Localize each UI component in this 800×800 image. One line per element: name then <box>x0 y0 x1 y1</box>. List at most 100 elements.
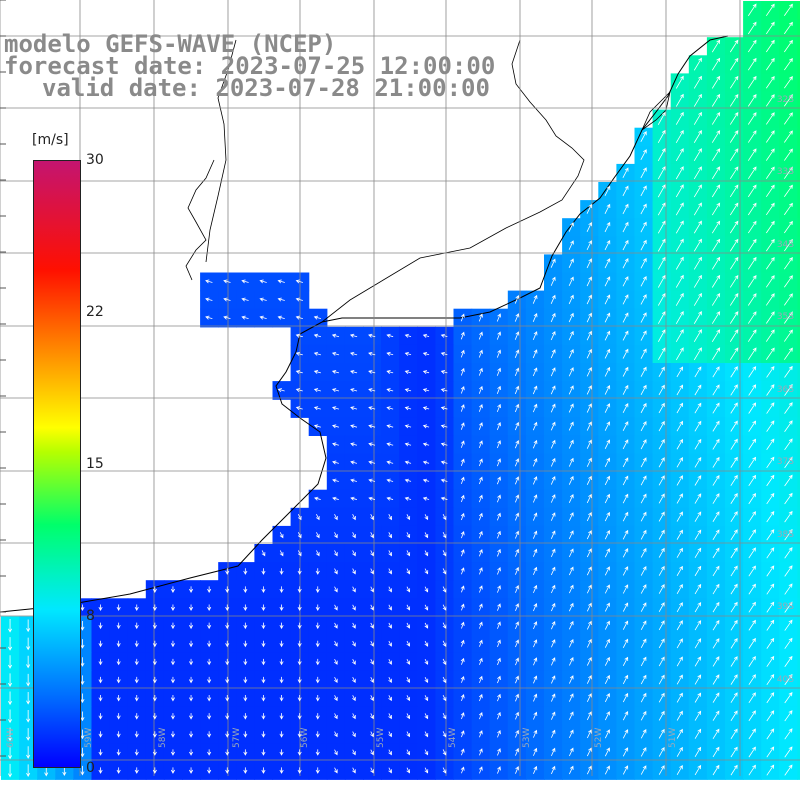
wind-arrow <box>712 583 720 595</box>
wind-arrow <box>568 276 574 287</box>
wind-arrow <box>784 619 793 631</box>
wind-speed-cell <box>743 525 762 545</box>
wind-arrow <box>568 348 574 359</box>
wind-arrow <box>225 658 230 666</box>
wind-arrow <box>730 764 738 776</box>
wind-speed-cell <box>670 163 690 183</box>
wind-speed-cell <box>761 182 780 201</box>
wind-speed-cell <box>706 562 726 581</box>
wind-arrow <box>440 496 448 501</box>
wind-arrow <box>478 657 483 665</box>
wind-arrow <box>748 710 756 722</box>
wind-arrow <box>225 713 230 720</box>
wind-arrow <box>783 238 793 252</box>
wind-arrow <box>515 621 520 630</box>
wind-arrow <box>712 366 720 378</box>
wind-arrow <box>622 529 629 540</box>
wind-arrow <box>694 565 702 577</box>
wind-arrow <box>586 693 592 702</box>
wind-arrow <box>315 586 320 593</box>
wind-arrow <box>729 166 739 180</box>
wind-speed-cell <box>797 616 800 636</box>
wind-speed-cell <box>797 544 800 563</box>
wind-speed-cell <box>688 435 708 455</box>
wind-arrow <box>586 548 592 558</box>
wind-arrow <box>261 731 266 738</box>
wind-arrow <box>515 639 520 648</box>
wind-speed-cell <box>743 145 762 165</box>
wind-speed-cell <box>616 652 636 672</box>
lon-label: 53W <box>522 727 532 748</box>
wind-speed-cell <box>743 55 762 74</box>
wind-arrow <box>315 550 320 557</box>
wind-arrow <box>586 638 592 648</box>
wind-arrow <box>622 421 629 432</box>
wind-arrow <box>622 457 629 468</box>
wind-arrow <box>116 767 121 774</box>
wind-speed-cell <box>670 652 690 672</box>
wind-arrow <box>424 568 429 575</box>
wind-speed-cell <box>616 453 636 473</box>
wind-speed-cell <box>743 598 762 617</box>
wind-arrow <box>658 439 665 450</box>
wind-arrow <box>297 604 302 612</box>
wind-arrow <box>370 658 374 665</box>
wind-arrow <box>658 765 665 775</box>
wind-speed-cell <box>725 562 744 581</box>
wind-arrow <box>26 728 31 741</box>
wind-arrow <box>604 457 611 468</box>
wind-arrow <box>116 604 121 612</box>
wind-arrow <box>730 529 738 541</box>
wind-arrow <box>604 294 611 305</box>
wind-arrow <box>747 275 757 288</box>
wind-arrow <box>550 349 556 359</box>
wind-speed-cell <box>652 525 672 545</box>
wind-arrow <box>766 510 775 523</box>
wind-arrow <box>334 640 338 647</box>
wind-arrow <box>406 550 411 557</box>
wind-arrow <box>334 749 338 756</box>
lon-label: 52W <box>594 727 604 748</box>
wind-arrow <box>116 640 121 648</box>
wind-arrow <box>551 657 556 666</box>
wind-speed-cell <box>706 471 726 491</box>
wind-arrow <box>497 530 501 539</box>
lagoon-path <box>641 90 671 132</box>
wind-speed-cell <box>743 272 762 292</box>
wind-arrow <box>640 620 647 630</box>
wind-speed-cell <box>761 290 780 310</box>
wind-speed-cell <box>779 381 798 400</box>
wind-arrow <box>315 532 320 539</box>
wind-arrow <box>496 313 502 322</box>
wind-speed-cell <box>670 761 690 780</box>
wind-arrow <box>422 496 430 501</box>
wind-arrow <box>586 385 592 395</box>
wind-speed-cell <box>580 725 599 744</box>
wind-arrow <box>424 677 429 684</box>
wind-speed-cell <box>797 725 800 744</box>
wind-speed-cell <box>580 471 599 491</box>
wind-arrow <box>388 604 392 611</box>
wind-arrow <box>550 584 556 594</box>
wind-arrow <box>496 494 501 503</box>
wind-arrow <box>784 746 793 758</box>
wind-arrow <box>350 478 358 483</box>
wind-speed-cell <box>725 489 744 509</box>
wind-speed-cell <box>598 417 617 436</box>
wind-arrow <box>225 767 230 774</box>
wind-arrow <box>496 440 501 449</box>
wind-arrow <box>404 460 412 465</box>
wind-arrow <box>622 548 629 558</box>
wind-arrow <box>640 511 647 522</box>
wind-speed-cell <box>797 19 800 38</box>
wind-arrow <box>460 730 465 738</box>
wind-arrow <box>386 442 394 447</box>
wind-arrow <box>676 728 683 739</box>
wind-arrow <box>515 548 520 557</box>
wind-arrow <box>676 764 683 775</box>
wind-arrow <box>442 604 447 611</box>
wind-speed-cell <box>706 127 726 147</box>
wind-arrow <box>747 75 757 89</box>
wind-arrow <box>406 568 411 575</box>
